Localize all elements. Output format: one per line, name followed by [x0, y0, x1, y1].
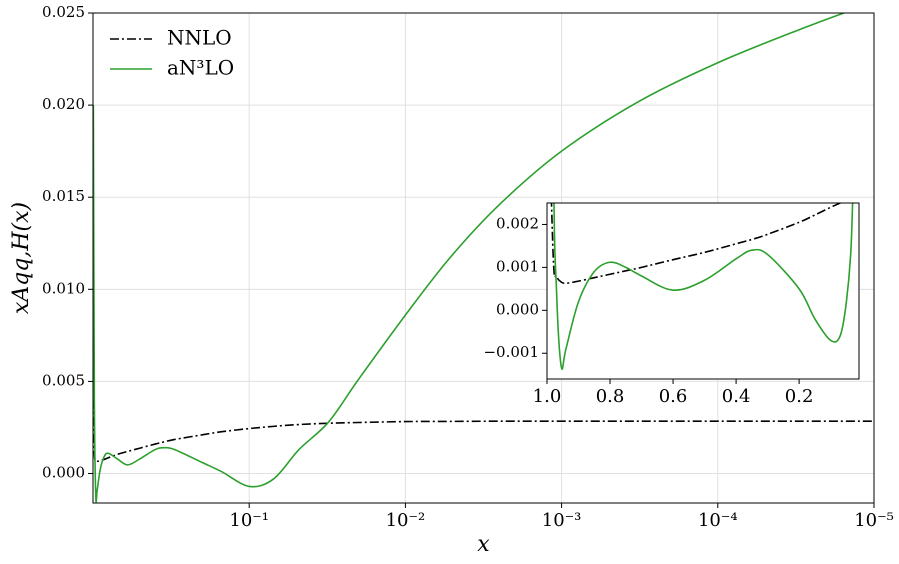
axes-frame	[546, 202, 860, 380]
y-tick-label: 0.000	[42, 464, 85, 482]
series-line	[93, 13, 847, 503]
plot-area	[547, 203, 859, 379]
axes-frame	[92, 12, 875, 504]
y-tick-label: 0.025	[42, 3, 85, 21]
y-tick-label: 0.001	[496, 257, 539, 275]
y-tick-label: 0.002	[496, 214, 539, 232]
y-tick-label: 0.015	[42, 187, 85, 205]
y-axis-label: xAqq,H(x)	[9, 202, 34, 314]
series-line	[550, 203, 842, 285]
x-tick-label: 10⁻²	[386, 510, 426, 531]
x-tick-label: 1.0	[533, 386, 562, 407]
x-tick-label: 0.4	[722, 386, 751, 407]
x-tick-label: 0.6	[659, 386, 688, 407]
y-tick-label: 0.000	[496, 300, 539, 318]
series-line	[553, 203, 854, 370]
x-tick-label: 10⁻⁴	[698, 510, 738, 531]
legend-label: NNLO	[167, 26, 232, 50]
x-tick-label: 10⁻¹	[229, 510, 269, 531]
x-tick-label: 0.2	[785, 386, 814, 407]
y-tick-label: 0.010	[42, 279, 85, 297]
y-tick-label: −0.001	[483, 343, 539, 361]
legend-label: aN³LO	[167, 56, 234, 80]
y-tick-label: 0.005	[42, 371, 85, 389]
x-tick-label: 0.8	[596, 386, 625, 407]
x-tick-label: 10⁻³	[542, 510, 582, 531]
y-tick-label: 0.020	[42, 95, 85, 113]
x-axis-label: x	[477, 532, 490, 557]
x-tick-label: 10⁻⁵	[854, 510, 894, 531]
